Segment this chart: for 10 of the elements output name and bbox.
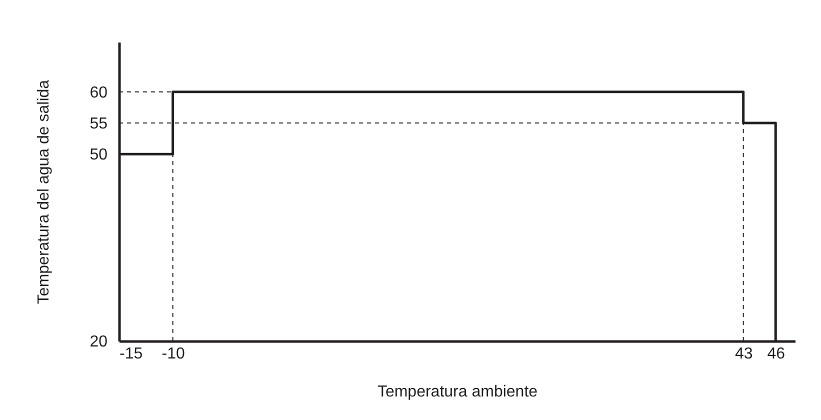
y-tick-label: 55 <box>90 115 108 132</box>
x-tick-label: 46 <box>767 346 786 362</box>
x-tick-label: -15 <box>120 346 143 362</box>
y-axis-title: Temperatura del agua de salida <box>36 80 53 304</box>
x-axis-title: Temperatura ambiente <box>377 384 538 400</box>
x-tick-label: 43 <box>734 346 753 362</box>
y-tick-label: 60 <box>90 84 108 102</box>
y-tick-label: 20 <box>90 334 108 350</box>
y-tick-label: 50 <box>90 146 108 164</box>
x-tick-label: -10 <box>162 346 185 362</box>
